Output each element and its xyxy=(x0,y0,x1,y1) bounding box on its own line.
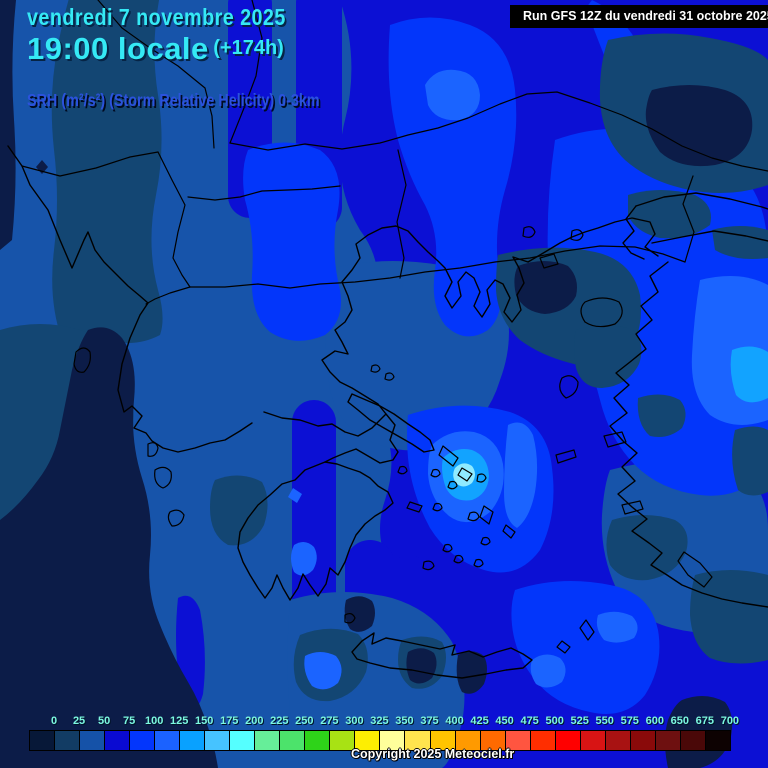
run-info-banner: Run GFS 12Z du vendredi 31 octobre 2025 xyxy=(510,5,768,28)
contour-pale-cyan xyxy=(453,463,475,487)
colorbar-label: 125 xyxy=(170,715,189,727)
colorbar-label: 0 xyxy=(50,715,58,727)
colorbar-label: 200 xyxy=(245,715,264,727)
forecast-offset-text: (+174h) xyxy=(213,37,284,59)
colorbar-cell: 350 xyxy=(379,715,414,751)
header: vendredi 7 novembre 2025 19:00 locale (+… xyxy=(27,4,328,109)
colorbar-cell: 650 xyxy=(654,715,689,751)
colorbar-label: 275 xyxy=(320,715,339,727)
colorbar-label: 150 xyxy=(195,715,214,727)
colorbar-label: 450 xyxy=(495,715,514,727)
colorbar-label: 500 xyxy=(545,715,564,727)
colorbar-label: 400 xyxy=(445,715,464,727)
colorbar-cell: 700 xyxy=(704,715,739,751)
colorbar-cell: 100 xyxy=(129,715,163,751)
colorbar-cell: 250 xyxy=(279,715,314,751)
colorbar-label: 600 xyxy=(645,715,664,727)
colorbar-label: 375 xyxy=(420,715,439,727)
colorbar-cell: 575 xyxy=(604,715,639,751)
colorbar-label: 75 xyxy=(123,715,136,727)
colorbar-cell: 0 xyxy=(29,715,57,751)
colorbar-cell: 475 xyxy=(504,715,539,751)
colorbar-cell: 150 xyxy=(179,715,213,751)
colorbar-label: 350 xyxy=(395,715,414,727)
colorbar-cell: 550 xyxy=(579,715,614,751)
contour-accents xyxy=(304,652,342,690)
copyright-text: Copyright 2025 Meteociel.fr xyxy=(351,747,515,761)
colorbar-cell: 225 xyxy=(254,715,288,751)
colorbar-cell: 125 xyxy=(154,715,188,751)
colorbar-label: 225 xyxy=(270,715,289,727)
colorbar-label: 575 xyxy=(620,715,639,727)
colorbar-cell: 400 xyxy=(429,715,464,751)
colorbar-label: 300 xyxy=(345,715,364,727)
parameter-text: SRH (m²/s²) (Storm Relative Helicity) 0-… xyxy=(27,90,320,110)
colorbar-cell: 275 xyxy=(304,715,339,751)
colorbar-label: 425 xyxy=(470,715,489,727)
colorbar-cell: 675 xyxy=(679,715,714,751)
colorbar-cell: 325 xyxy=(354,715,389,751)
colorbar-label: 325 xyxy=(370,715,389,727)
colorbar-label: 175 xyxy=(220,715,239,727)
colorbar-label: 650 xyxy=(670,715,689,727)
colorbar-cell: 175 xyxy=(204,715,238,751)
colorbar-label: 525 xyxy=(570,715,589,727)
colorbar-label: 250 xyxy=(295,715,314,727)
colorbar-label: 50 xyxy=(97,715,111,727)
colorbar-cell: 500 xyxy=(529,715,564,751)
time-value: 19:00 locale xyxy=(27,31,209,66)
date-text: vendredi 7 novembre 2025 xyxy=(27,4,286,30)
colorbar-cell: 75 xyxy=(104,715,135,751)
colorbar-cell: 200 xyxy=(229,715,263,751)
colorbar-label: 25 xyxy=(72,715,86,727)
colorbar-cell: 300 xyxy=(329,715,364,751)
colorbar-label: 675 xyxy=(695,715,715,727)
colorbar-label: 550 xyxy=(595,715,614,727)
coastlines xyxy=(7,0,768,679)
colorbar-label: 700 xyxy=(720,715,740,727)
colorbar-cell: 25 xyxy=(54,715,85,751)
colorbar-cell: 525 xyxy=(554,715,589,751)
colorbar-cell: 600 xyxy=(629,715,664,751)
colorbar: 0 25 50 75 100 125 150 175 200 225 250 275 300 325 350… xyxy=(29,715,739,751)
time-text: 19:00 locale (+174h) xyxy=(27,33,284,64)
colorbar-cell: 50 xyxy=(79,715,110,751)
colorbar-label: 475 xyxy=(520,715,539,727)
colorbar-label: 100 xyxy=(144,715,164,727)
colorbar-cell: 375 xyxy=(404,715,439,751)
